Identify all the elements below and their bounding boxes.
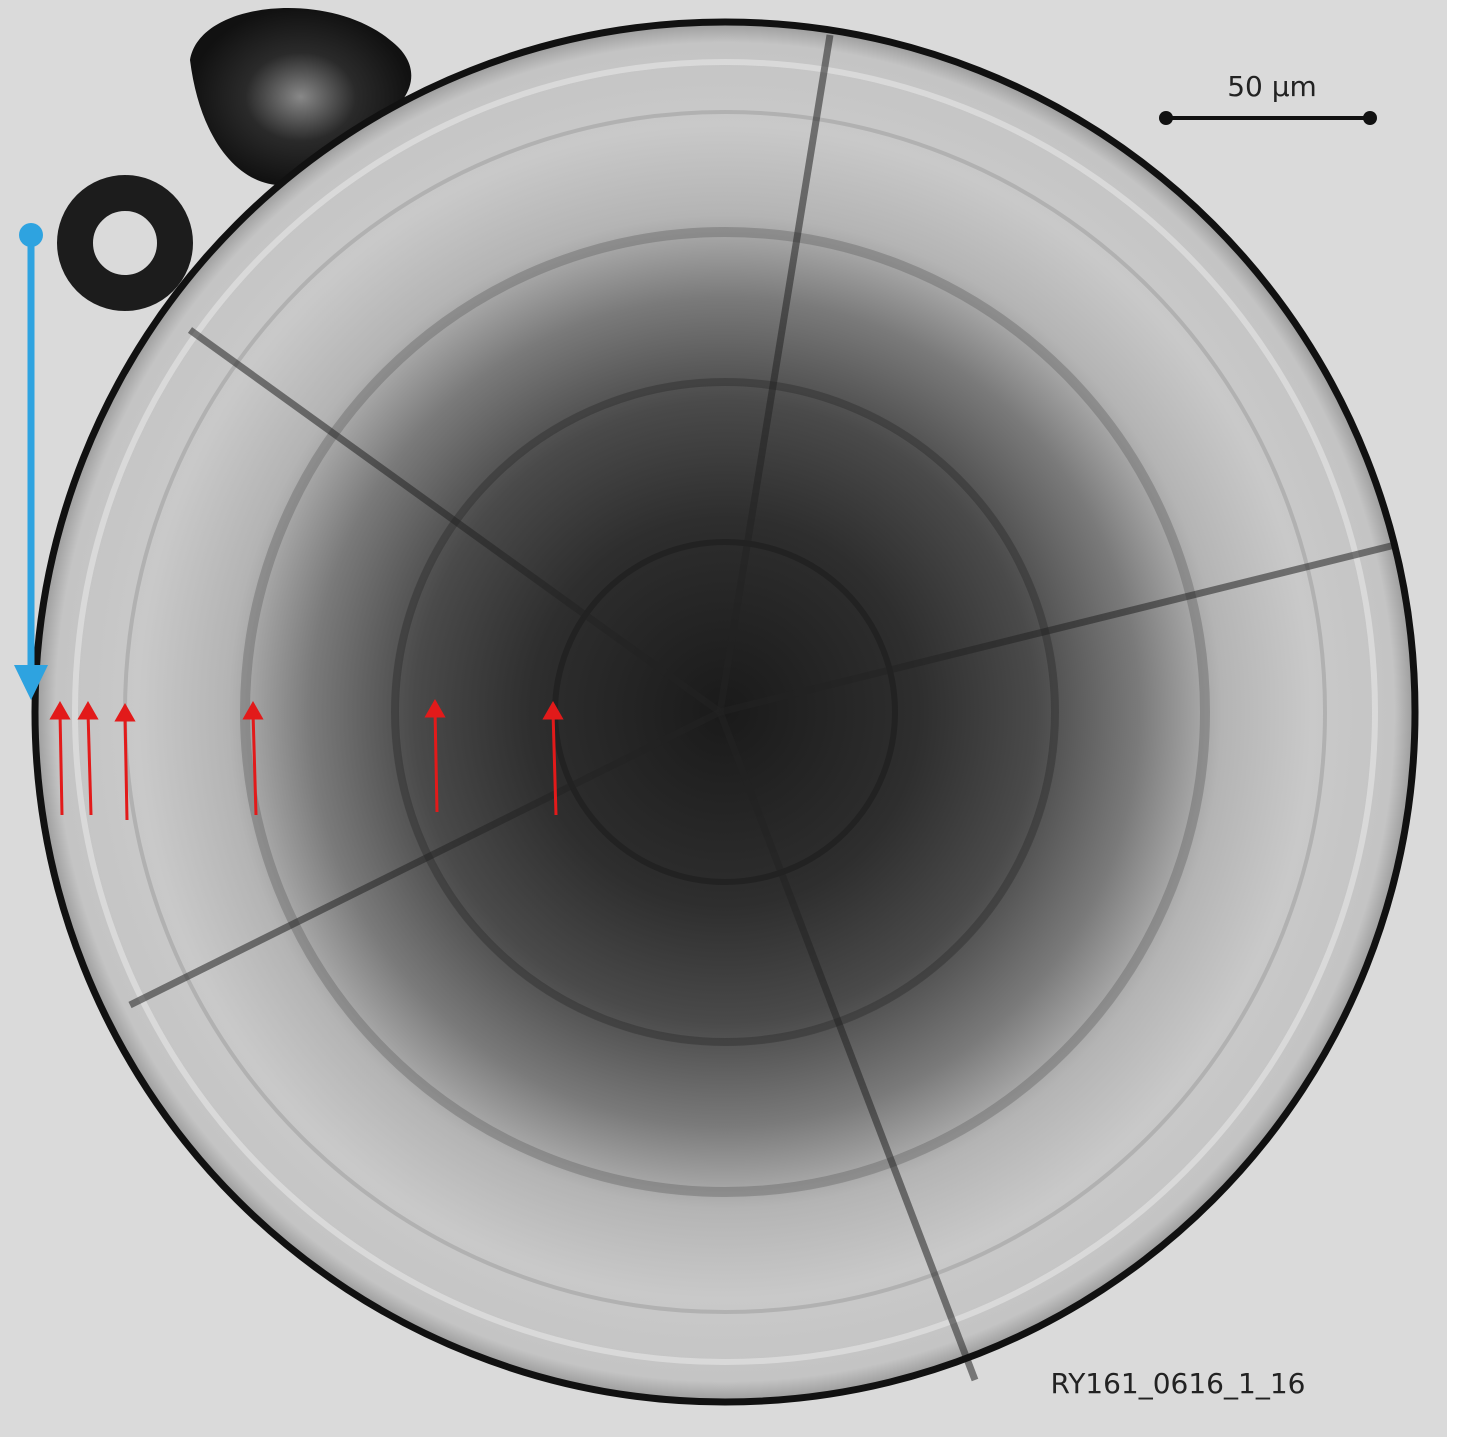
scale-bar-end bbox=[1363, 111, 1377, 125]
page: {"scale_bar": {"label": "50 µm"}, "image… bbox=[0, 0, 1457, 1439]
scale-bar-label: 50 µm bbox=[1227, 70, 1317, 103]
spherulite bbox=[35, 22, 1415, 1402]
arrow-part bbox=[435, 710, 437, 812]
image-id: RY161_0616_1_16 bbox=[1051, 1367, 1306, 1400]
arrow-part bbox=[125, 714, 127, 820]
arrow-part bbox=[60, 712, 62, 815]
micrograph: 50 µm RY161_0616_1_16 bbox=[0, 0, 1457, 1439]
scale-bar-end bbox=[1159, 111, 1173, 125]
